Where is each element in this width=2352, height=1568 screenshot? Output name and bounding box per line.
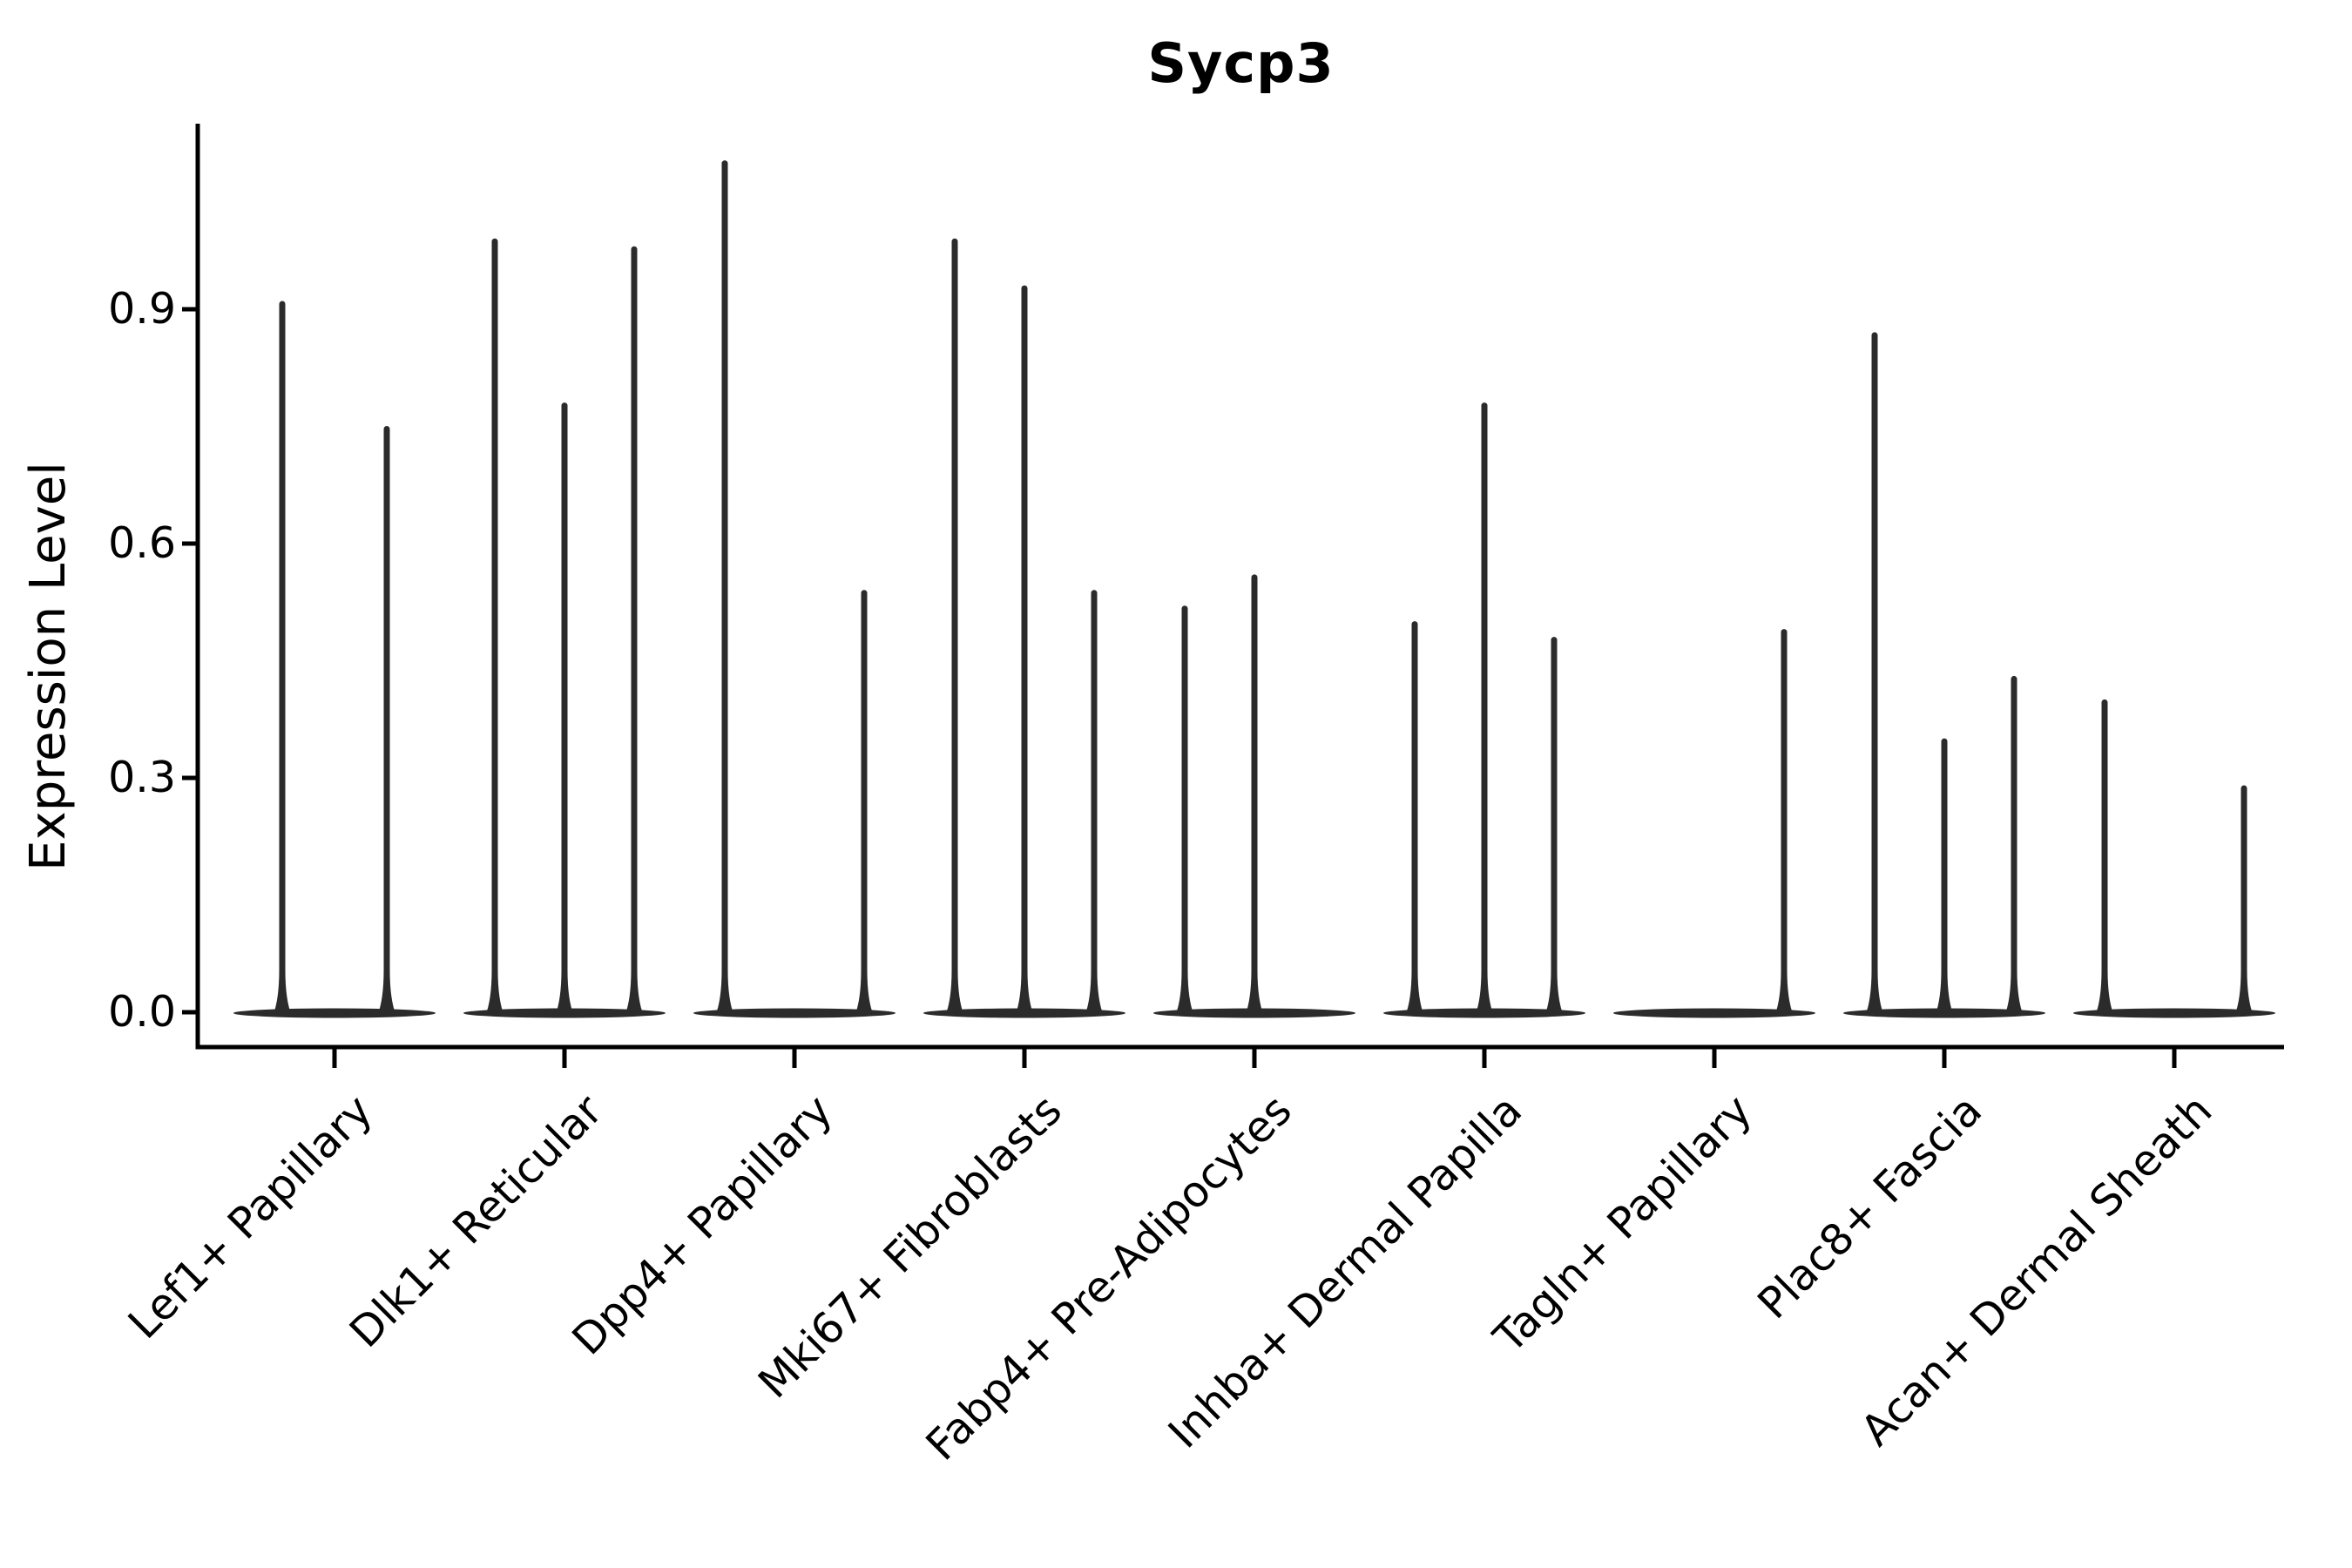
chart-title: Sycp3 <box>1147 31 1335 95</box>
y-tick-label: 0.3 <box>108 752 176 802</box>
y-tick-label: 0.9 <box>108 283 176 334</box>
violin-base <box>233 1008 436 1018</box>
y-axis-label: Expression Level <box>20 462 77 871</box>
y-tick-label: 0.0 <box>108 987 176 1037</box>
violin-base <box>1613 1008 1815 1018</box>
violin-base <box>2073 1008 2275 1018</box>
y-tick-label: 0.6 <box>108 517 176 568</box>
violin-base <box>693 1008 896 1018</box>
